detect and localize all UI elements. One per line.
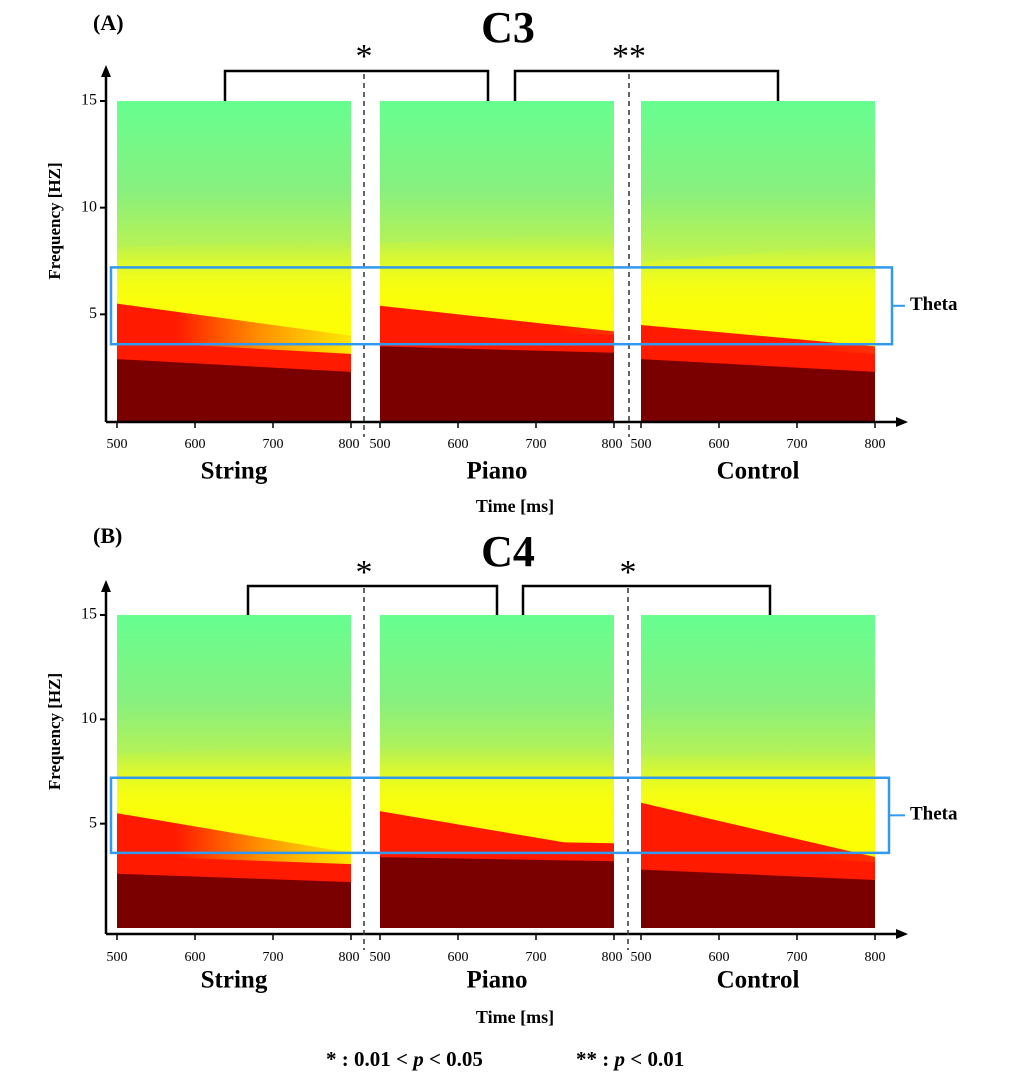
heatmap-darkred-region [117, 359, 351, 421]
y-tick-label: 5 [89, 305, 97, 322]
y-tick-label: 15 [81, 92, 97, 109]
y-axis-arrowhead [101, 580, 111, 592]
x-tick-label: 500 [107, 950, 128, 965]
x-axis-label: Time [ms] [476, 1007, 554, 1027]
legend-single-prefix: : 0.01 < [341, 1047, 408, 1071]
x-tick-label: 500 [370, 437, 391, 452]
x-tick-label: 700 [263, 437, 284, 452]
x-tick-label: 800 [602, 437, 623, 452]
x-axis-arrowhead [896, 929, 908, 939]
condition-label-control: Control [717, 967, 800, 994]
significance-marker: * [356, 554, 373, 591]
heatmap-darkred-region [380, 346, 614, 421]
x-tick-label: 600 [709, 437, 730, 452]
heatmap-string [117, 615, 351, 928]
legend-single-marker: * [326, 1047, 337, 1071]
y-tick-label: 10 [81, 710, 97, 727]
significance-marker: ** [612, 38, 646, 75]
x-tick-label: 700 [526, 950, 547, 965]
x-tick-label: 500 [631, 950, 652, 965]
heatmap-control [641, 101, 875, 421]
significance-marker: * [356, 38, 373, 75]
legend-double-prefix: : [602, 1047, 610, 1071]
significance-bracket [513, 69, 780, 101]
condition-label-control: Control [717, 458, 800, 485]
legend-p-symbol-2: p [614, 1047, 626, 1071]
significance-bracket [246, 584, 499, 615]
heatmap-control [641, 615, 875, 928]
theta-band-label: Theta [910, 294, 958, 315]
heatmap-panel-c3: (A) C3 5 10 15 Frequency [HZ] 500 600 700 800 Stri… [45, 3, 958, 516]
electrode-title: C3 [481, 3, 535, 52]
legend-double-suffix: < 0.01 [630, 1047, 685, 1071]
legend-double-star: ** : p < 0.01 [576, 1047, 684, 1072]
x-tick-label: 500 [631, 437, 652, 452]
x-tick-label: 600 [709, 950, 730, 965]
heatmap-darkred-region [641, 359, 875, 421]
x-axis-arrowhead [896, 417, 908, 427]
x-tick-label: 600 [185, 437, 206, 452]
heatmap-darkred-region [117, 873, 351, 928]
electrode-title: C4 [481, 527, 535, 576]
x-tick-label: 600 [448, 437, 469, 452]
legend-double-marker: ** [576, 1047, 597, 1071]
y-axis-arrowhead [101, 65, 111, 77]
y-axis-label: Frequency [HZ] [45, 673, 64, 790]
condition-label-piano: Piano [466, 458, 527, 485]
significance-marker: * [620, 554, 637, 591]
heatmap-piano [380, 101, 614, 421]
theta-band-box [109, 266, 894, 346]
y-tick-label: 15 [81, 606, 97, 623]
x-axis-label: Time [ms] [476, 496, 554, 516]
panel-label: (B) [93, 523, 122, 548]
heatmap-darkred-region [380, 857, 614, 928]
theta-band-box [109, 776, 891, 855]
condition-label-piano: Piano [466, 967, 527, 994]
x-tick-label: 700 [263, 950, 284, 965]
significance-legend: * : 0.01 < p < 0.05 ** : p < 0.01 [0, 1047, 1017, 1077]
condition-label-string: String [201, 458, 268, 485]
y-axis-label: Frequency [HZ] [45, 162, 64, 279]
x-tick-label: 700 [787, 437, 808, 452]
x-tick-label: 600 [448, 950, 469, 965]
x-tick-label: 700 [526, 437, 547, 452]
heatmap-darkred-region [641, 869, 875, 928]
x-tick-label: 800 [339, 437, 360, 452]
x-tick-label: 800 [865, 950, 886, 965]
y-tick-label: 10 [81, 198, 97, 215]
heatmap-panel-c4: (B) C4 5 10 15 Frequency [HZ] 500 600 700 800 Stri… [45, 523, 958, 1027]
x-tick-label: 800 [339, 950, 360, 965]
significance-bracket [521, 584, 772, 615]
x-tick-label: 800 [865, 437, 886, 452]
panel-label: (A) [93, 10, 124, 35]
legend-single-star: * : 0.01 < p < 0.05 [326, 1047, 483, 1072]
legend-p-symbol: p [413, 1047, 424, 1071]
x-tick-label: 500 [370, 950, 391, 965]
significance-bracket [223, 69, 490, 101]
x-tick-label: 500 [107, 437, 128, 452]
x-tick-label: 800 [602, 950, 623, 965]
condition-label-string: String [201, 967, 268, 994]
legend-single-suffix: < 0.05 [428, 1047, 483, 1071]
x-tick-label: 600 [185, 950, 206, 965]
x-tick-label: 700 [787, 950, 808, 965]
y-tick-label: 5 [89, 814, 97, 831]
heatmap-string [117, 101, 351, 421]
theta-band-label: Theta [910, 804, 958, 825]
heatmap-piano [380, 615, 614, 928]
